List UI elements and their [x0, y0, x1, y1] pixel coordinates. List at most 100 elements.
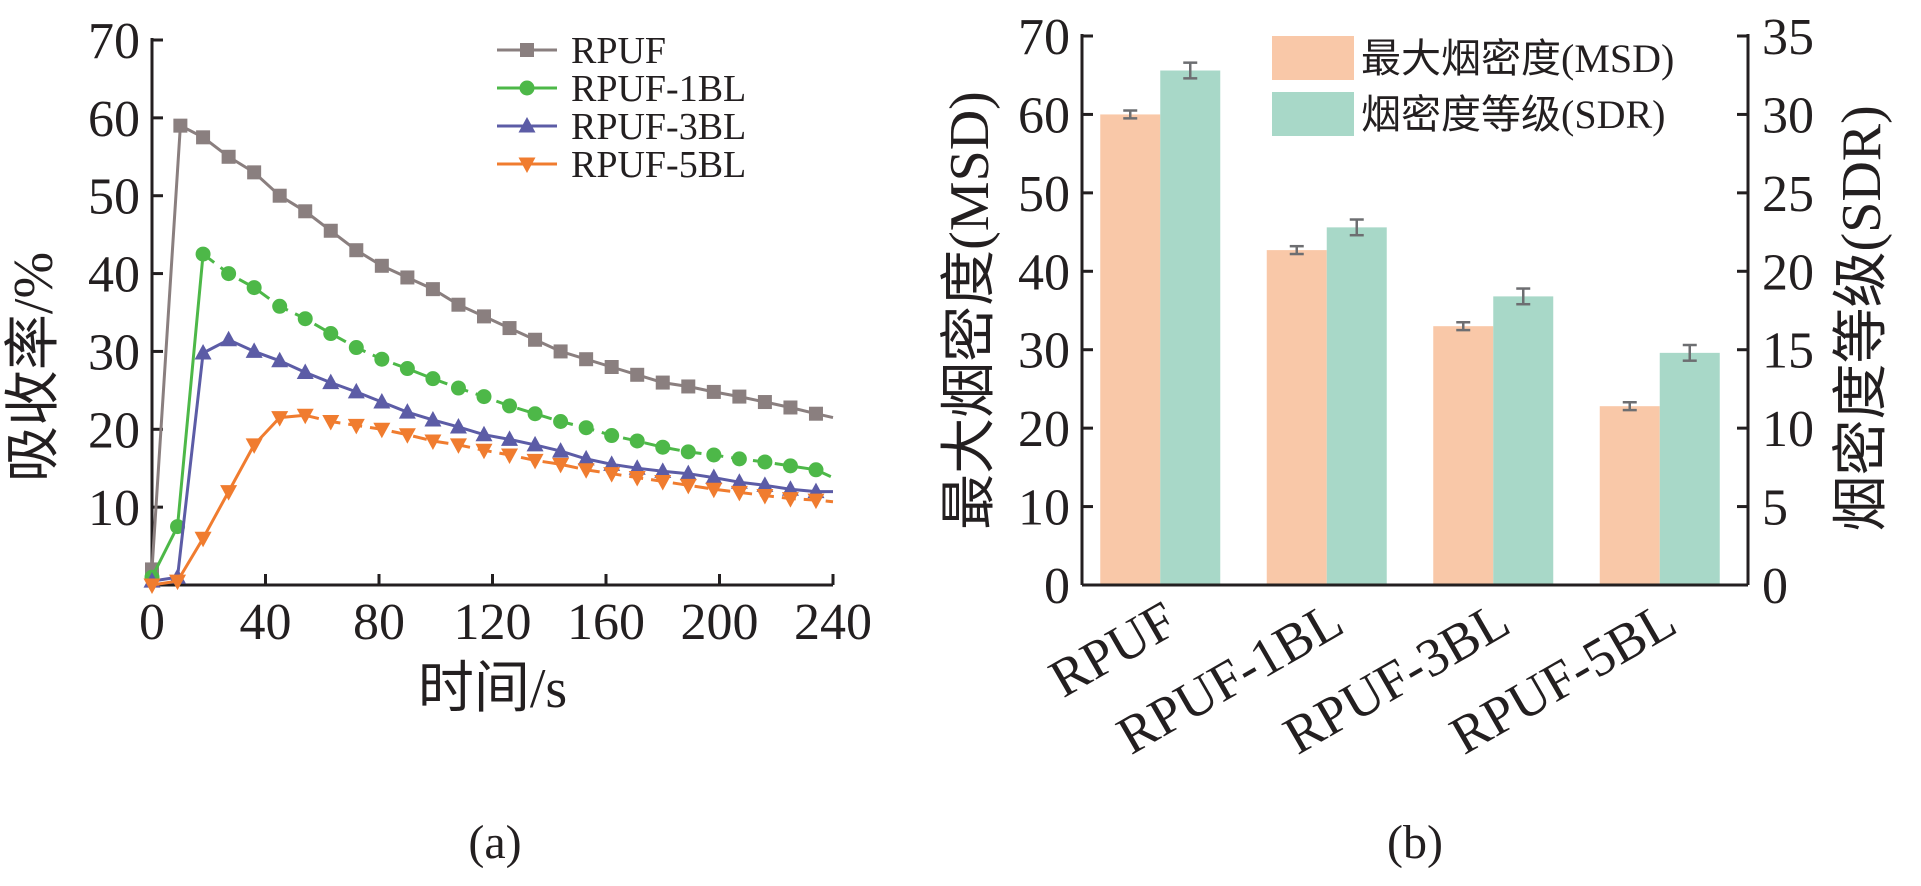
data-point [730, 473, 748, 489]
data-point [450, 380, 466, 396]
x-tick-label: 40 [240, 594, 292, 651]
series-rpuf-1bl [144, 246, 834, 585]
bar-rpuf-3bl-msd [1433, 326, 1494, 585]
data-point [297, 311, 313, 327]
data-point [603, 467, 621, 483]
data-point [630, 367, 645, 382]
legend-label: RPUF [571, 30, 666, 72]
data-point [374, 351, 390, 367]
data-point [502, 398, 518, 414]
series-line [151, 338, 833, 583]
left-y-tick-label: 20 [1018, 401, 1070, 458]
x-tick-label: 200 [681, 594, 759, 651]
legend-item-rpuf-1bl: RPUF-1BL [497, 68, 746, 110]
data-point [579, 352, 594, 367]
data-point [398, 428, 416, 444]
data-point [221, 149, 236, 164]
data-point [527, 406, 543, 422]
legend-label: RPUF-3BL [571, 106, 746, 148]
data-point [349, 243, 364, 258]
data-point [220, 485, 238, 501]
data-point [553, 414, 569, 429]
data-point [196, 130, 211, 145]
data-point [475, 443, 493, 460]
left-y-tick-label: 10 [1018, 480, 1070, 537]
data-point [501, 430, 519, 446]
data-point [173, 118, 188, 133]
legend-label: 最大烟密度(MSD) [1361, 36, 1674, 81]
data-point [425, 371, 441, 387]
x-tick-label: 240 [794, 594, 872, 651]
series-line-decay [202, 252, 834, 479]
data-point [807, 493, 825, 510]
data-point [732, 389, 747, 404]
right-y-tick-label: 20 [1762, 244, 1814, 301]
left-y-axis-title: 最大烟密度(MSD) [939, 91, 1001, 530]
data-point [731, 451, 747, 467]
legend-marker [520, 43, 534, 57]
data-point [603, 455, 621, 471]
y-tick-label: 70 [88, 13, 140, 70]
legend-item-sdr: 烟密度等级(SDR) [1272, 92, 1665, 137]
data-point [322, 373, 340, 390]
data-point [628, 459, 646, 475]
data-point [679, 478, 697, 495]
right-y-tick-label: 0 [1762, 558, 1788, 615]
data-point [347, 418, 365, 435]
left-y-tick-label: 40 [1018, 244, 1070, 301]
data-point [271, 411, 289, 427]
legend-item-rpuf: RPUF [497, 30, 666, 72]
data-point [781, 492, 799, 508]
bar-rpuf-sdr [1160, 70, 1221, 586]
data-point [552, 442, 570, 458]
legend-marker [518, 117, 536, 133]
data-point [604, 360, 619, 374]
data-point [272, 188, 287, 203]
panel-label-a: (a) [468, 816, 521, 869]
data-point [781, 480, 799, 496]
data-point [680, 444, 696, 460]
data-point [296, 408, 314, 425]
data-point [757, 454, 773, 470]
data-point [654, 462, 672, 478]
data-point [578, 420, 594, 436]
data-point [501, 448, 519, 464]
data-point [655, 375, 670, 390]
data-point [323, 223, 338, 238]
data-point [373, 393, 391, 409]
bar-rpuf-5bl-msd [1599, 406, 1660, 585]
left-y-tick-label: 70 [1018, 9, 1070, 66]
right-y-tick-label: 35 [1762, 9, 1814, 66]
data-point [526, 435, 544, 452]
data-point [245, 438, 263, 454]
series-line-decay [304, 413, 834, 504]
data-point [654, 474, 672, 491]
data-point [706, 447, 722, 463]
x-tick-label: 0 [139, 594, 165, 651]
data-point [629, 433, 645, 449]
data-point [424, 410, 442, 427]
data-point [169, 574, 187, 591]
data-point [705, 468, 723, 485]
data-point [246, 280, 262, 296]
right-y-tick-label: 25 [1762, 166, 1814, 223]
legend-label: RPUF-5BL [571, 144, 746, 186]
data-point [553, 344, 568, 359]
data-point [552, 457, 570, 474]
legend-swatch [1272, 36, 1354, 80]
data-point [730, 485, 748, 502]
data-point [628, 471, 646, 487]
right-y-tick-label: 30 [1762, 87, 1814, 144]
data-point [170, 519, 186, 535]
y-tick-label: 30 [88, 324, 140, 381]
data-point [220, 330, 238, 347]
y-tick-label: 50 [88, 169, 140, 226]
data-point [296, 363, 314, 379]
data-point [143, 578, 161, 594]
data-point [756, 476, 774, 492]
data-point [476, 389, 492, 405]
x-tick-label: 120 [454, 594, 532, 651]
left-y-tick-label: 50 [1018, 166, 1070, 223]
